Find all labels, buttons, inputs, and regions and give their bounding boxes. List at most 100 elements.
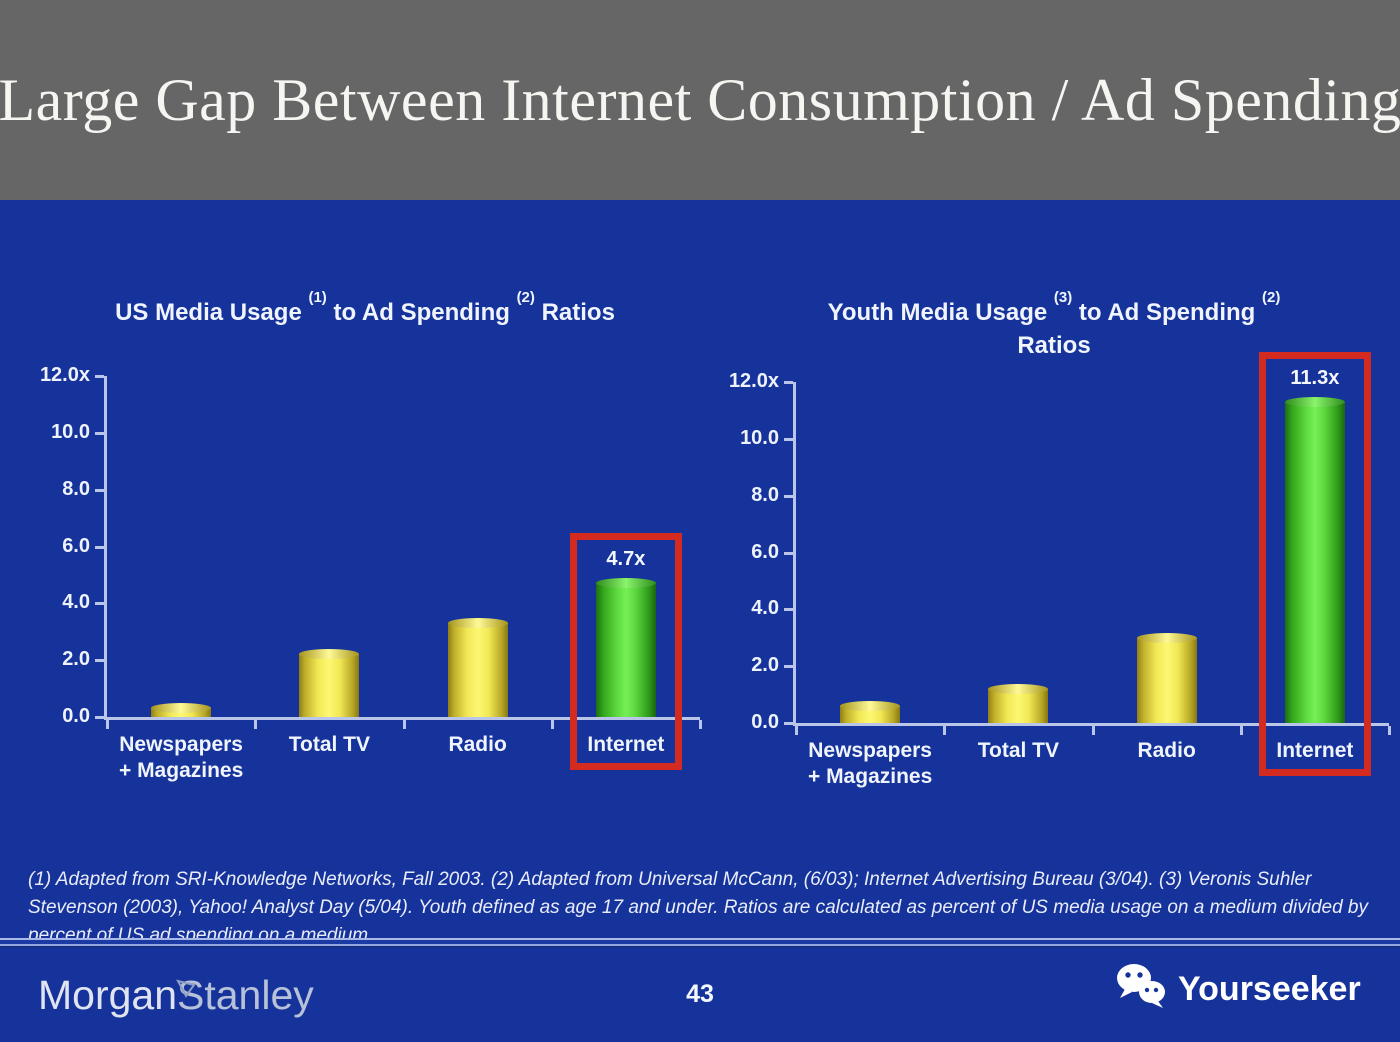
bar	[1136, 632, 1197, 723]
y-axis-tick	[95, 375, 104, 378]
title-text: to Ad Spending	[1072, 299, 1262, 326]
y-axis-tick	[784, 494, 793, 498]
y-axis-tick	[95, 545, 104, 549]
watermark-brand: Yourseeker	[1114, 962, 1361, 1017]
footer-divider	[0, 938, 1400, 948]
x-axis-category-label: Radio	[448, 733, 507, 756]
bar	[151, 703, 212, 717]
y-axis-tick	[784, 722, 793, 725]
y-axis-tick-label: 12.0x	[39, 364, 90, 386]
y-axis: 12.0x 10.0 8.0 6.0 4.0 2.0 0.0	[30, 364, 104, 727]
plot-area: 11.3x	[784, 351, 1391, 776]
y-axis-tick-label: 4.0	[751, 597, 779, 620]
slide-title: Large Gap Between Internet Consumption /…	[0, 66, 1400, 133]
title-superscript: (2)	[1262, 289, 1281, 306]
y-axis: 12.0x 10.0 8.0 6.0 4.0 2.0 0.0	[719, 370, 793, 733]
x-axis-tick	[943, 726, 947, 735]
y-axis-tick-label: 0.0	[62, 705, 90, 727]
x-axis-tick	[795, 726, 798, 735]
x-axis-tick	[1091, 726, 1095, 735]
chart-column-radio	[1093, 382, 1241, 723]
x-axis-labels: Newspapers + Magazines Total TV Radio Intern…	[107, 720, 700, 784]
y-axis-tick	[95, 659, 104, 663]
y-axis-tick	[784, 665, 793, 669]
x-axis-category-label: Internet	[1276, 739, 1354, 762]
y-axis-tick-label: 2.0	[62, 648, 90, 671]
bar-value-label: 11.3x	[1290, 366, 1340, 389]
highlight-box	[569, 533, 682, 770]
morgan-stanley-logo: MorganStanley	[38, 972, 314, 1019]
chart-column-internet: 4.7x	[552, 376, 700, 770]
chart-body: 12.0x 10.0 8.0 6.0 4.0 2.0 0.0 4.7x	[30, 364, 702, 770]
x-axis-category-label: Total TV	[977, 739, 1060, 762]
bar	[1284, 396, 1345, 723]
title-superscript: (3)	[1053, 289, 1073, 306]
chart-column-newspapers-magazines	[107, 376, 255, 717]
chart-column-total-tv	[255, 376, 403, 717]
title-text: Youth Media Usage	[827, 299, 1054, 326]
x-axis-tick	[254, 720, 258, 729]
title-text: to Ad Spending	[326, 299, 517, 326]
x-axis-tick	[1388, 726, 1391, 735]
watermark-text: Yourseeker	[1178, 970, 1361, 1008]
chart-column-total-tv	[944, 382, 1092, 723]
highlight-box	[1258, 351, 1371, 776]
y-axis-tick	[784, 608, 793, 612]
x-axis-category-label: Internet	[587, 733, 665, 756]
x-axis-tick	[699, 720, 702, 729]
y-axis-tick-label: 8.0	[751, 483, 779, 506]
chart-column-radio	[404, 376, 552, 717]
y-axis-tick	[95, 431, 104, 435]
slide-header: Large Gap Between Internet Consumption /…	[0, 0, 1400, 200]
page-number: 43	[686, 980, 714, 1008]
x-axis-category-label: Newspapers + Magazines	[118, 733, 244, 782]
y-axis-tick-label: 0.0	[751, 711, 779, 733]
y-axis-tick	[784, 381, 793, 384]
y-axis-tick	[784, 437, 793, 441]
x-axis-tick	[402, 720, 406, 729]
title-text: Ratios	[534, 299, 615, 326]
y-axis-tick-label: 8.0	[62, 477, 90, 500]
us-ratio-chart: US Media Usage (1) to Ad Spending (2) Ra…	[30, 289, 702, 784]
y-axis-tick-label: 2.0	[751, 654, 779, 677]
brand-part-1: Morgan	[38, 972, 178, 1018]
bar	[447, 618, 508, 717]
x-axis-category-label: Newspapers + Magazines	[807, 739, 933, 788]
x-axis-category-label: Total TV	[288, 733, 371, 756]
chart-body: 12.0x 10.0 8.0 6.0 4.0 2.0 0.0 11.3x	[719, 351, 1391, 776]
brand-part-2: Stanley	[177, 972, 314, 1018]
y-axis-tick-label: 10.0	[740, 426, 779, 449]
bar	[840, 700, 901, 723]
plot-area: 4.7x	[95, 375, 702, 770]
y-axis-tick-label: 12.0x	[728, 370, 779, 392]
chart-title: US Media Usage (1) to Ad Spending (2) Ra…	[30, 289, 700, 356]
x-axis-tick	[106, 720, 109, 729]
y-axis-tick-label: 6.0	[62, 534, 90, 557]
y-axis-tick	[784, 551, 793, 555]
title-superscript: (1)	[308, 289, 327, 306]
title-text: Ratios	[1017, 332, 1091, 359]
x-axis-category-label: Radio	[1137, 739, 1196, 762]
morgan-stanley-flag-icon	[176, 962, 196, 1009]
chart-title: Youth Media Usage (3) to Ad Spending (2)…	[719, 289, 1389, 362]
footnote: (1) Adapted from SRI-Knowledge Networks,…	[28, 869, 1368, 946]
y-axis-tick	[95, 716, 104, 719]
chart-column-internet: 11.3x	[1241, 351, 1389, 776]
x-axis-tick	[550, 720, 554, 729]
bar	[595, 578, 656, 717]
y-axis-tick-label: 4.0	[62, 591, 90, 614]
bar-value-label: 4.7x	[606, 548, 646, 571]
chart-column-newspapers-magazines	[796, 382, 944, 723]
bar	[988, 683, 1049, 723]
youth-ratio-chart: Youth Media Usage (3) to Ad Spending (2)…	[719, 289, 1391, 790]
title-superscript: (2)	[516, 289, 535, 306]
bar	[299, 649, 360, 717]
y-axis-tick	[95, 602, 104, 606]
y-axis-tick-label: 10.0	[51, 420, 90, 443]
title-text: US Media Usage	[115, 299, 309, 326]
y-axis-tick-label: 6.0	[751, 540, 779, 563]
wechat-icon	[1114, 962, 1168, 1017]
y-axis-tick	[95, 488, 104, 492]
x-axis-tick	[1239, 726, 1243, 735]
